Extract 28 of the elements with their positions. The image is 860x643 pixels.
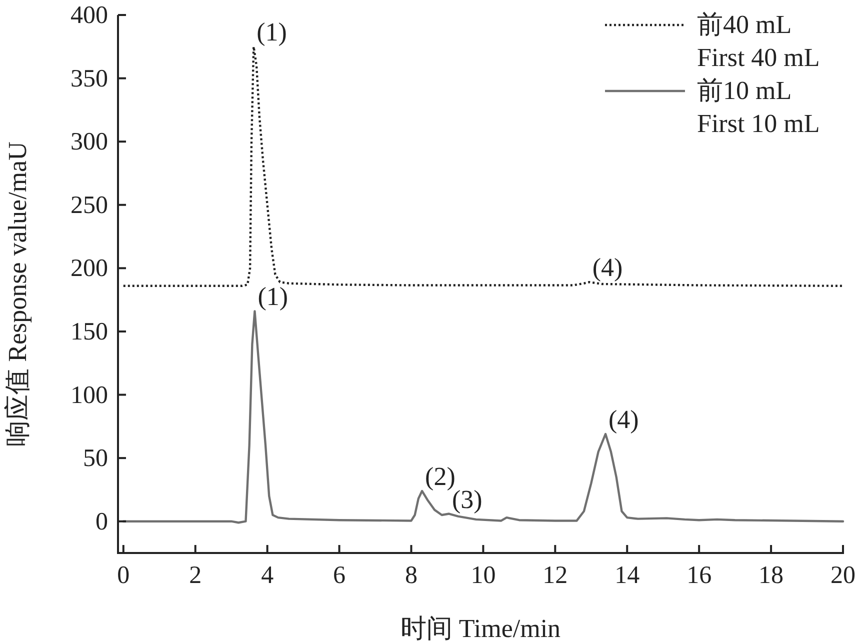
y-tick-label: 150	[70, 318, 108, 346]
x-tick-label: 20	[830, 562, 856, 589]
x-tick-label: 6	[333, 562, 346, 589]
y-tick-label: 250	[70, 192, 108, 219]
y-tick-label: 400	[70, 2, 108, 29]
annotation: (4)	[608, 405, 639, 434]
x-tick-label: 0	[117, 562, 130, 589]
y-axis-title: 响应值 Response value/maU	[3, 141, 32, 446]
legend-label: 前10 mL First 10 mL	[697, 76, 820, 138]
x-tick-label: 4	[261, 562, 274, 589]
x-axis-title: 时间 Time/min	[400, 614, 561, 643]
x-tick-label: 14	[614, 562, 640, 589]
annotation: (1)	[256, 18, 287, 47]
annotation: (4)	[592, 253, 623, 282]
x-tick-label: 8	[404, 562, 418, 589]
legend-label: 前40 mL First 40 mL	[697, 10, 820, 72]
x-tick-label: 18	[758, 562, 784, 589]
y-tick-label: 50	[83, 445, 108, 472]
x-tick-label: 12	[542, 562, 568, 589]
x-tick-label: 10	[470, 562, 496, 589]
x-tick-label: 16	[686, 562, 712, 589]
y-tick-label: 200	[70, 255, 108, 282]
y-tick-label: 350	[70, 65, 108, 92]
y-tick-label: 300	[70, 128, 108, 156]
annotation: (1)	[258, 282, 288, 312]
y-tick-label: 100	[70, 382, 108, 409]
x-tick-label: 2	[189, 562, 202, 589]
y-tick-label: 0	[96, 508, 108, 536]
